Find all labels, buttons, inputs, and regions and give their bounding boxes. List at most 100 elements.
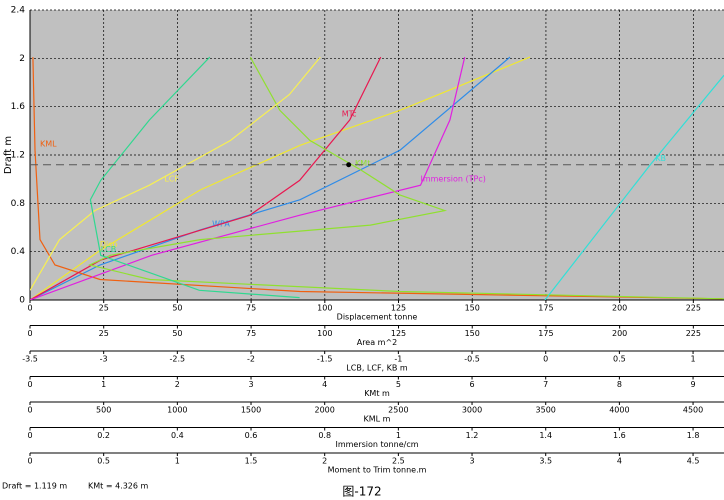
- x-axis-label: Moment to Trim tonne.m: [328, 466, 427, 475]
- x-tick-label: 0: [27, 431, 32, 440]
- x-tick-label: 0: [27, 457, 32, 466]
- x-tick-label: 1.5: [245, 457, 258, 466]
- x-tick-label: -1.5: [317, 355, 333, 364]
- x-tick-label: 0.5: [97, 457, 110, 466]
- footer-kmt: KMt = 4.326 m: [88, 482, 149, 491]
- series-line: [544, 74, 724, 300]
- x-tick-label: 175: [538, 304, 553, 313]
- x-tick-label: 0: [543, 355, 548, 364]
- x-axis-label: Immersion tonne/cm: [335, 440, 418, 449]
- x-tick-label: 1: [175, 457, 180, 466]
- x-tick-label: 3: [469, 457, 474, 466]
- footer-draft: Draft = 1.119 m: [2, 482, 67, 491]
- x-tick-label: -1: [394, 355, 402, 364]
- series-line: [30, 56, 321, 291]
- x-tick-label: 0.2: [97, 431, 110, 440]
- x-tick-label: 0.5: [613, 355, 626, 364]
- x-tick-label: 1.2: [466, 431, 479, 440]
- x-tick-label: 3.5: [539, 457, 552, 466]
- x-tick-label: 1.8: [687, 431, 700, 440]
- x-tick-label: -3.5: [22, 355, 38, 364]
- x-tick-label: 2: [322, 457, 327, 466]
- series-line: [30, 56, 531, 300]
- x-axis-label: LCB, LCF, KB m: [346, 364, 408, 373]
- x-tick-label: 100: [317, 304, 332, 313]
- x-tick-label: 4000: [609, 406, 629, 415]
- x-tick-label: 25: [99, 329, 109, 338]
- x-tick-label: 1: [101, 380, 106, 389]
- y-tick-label: 1.6: [11, 102, 26, 112]
- x-tick-label: 200: [612, 304, 627, 313]
- x-tick-label: 150: [465, 329, 480, 338]
- x-tick-label: 9: [691, 380, 696, 389]
- series-label: LCF: [164, 175, 179, 184]
- y-tick-label: 0.8: [11, 199, 26, 209]
- x-tick-label: 6: [469, 380, 474, 389]
- x-tick-label: 4500: [683, 406, 703, 415]
- x-tick-label: 4: [322, 380, 327, 389]
- x-tick-label: 3500: [536, 406, 556, 415]
- x-tick-label: 4: [617, 457, 622, 466]
- caption: 图-172: [342, 485, 381, 499]
- x-tick-label: 2000: [315, 406, 335, 415]
- x-tick-label: 3: [248, 380, 253, 389]
- x-tick-label: 1: [691, 355, 696, 364]
- x-axis-label: KML m: [364, 415, 391, 424]
- x-tick-label: 0.6: [245, 431, 258, 440]
- series-line: [89, 56, 300, 299]
- x-tick-label: 150: [465, 304, 480, 313]
- series-line: [30, 56, 466, 300]
- x-tick-label: 500: [96, 406, 111, 415]
- series-label: LCB: [101, 245, 117, 254]
- cursor-point: [346, 162, 352, 168]
- x-tick-label: 175: [538, 329, 553, 338]
- x-tick-label: 1500: [241, 406, 261, 415]
- series-line: [87, 56, 724, 300]
- x-tick-label: 0: [27, 406, 32, 415]
- x-tick-label: 0: [27, 329, 32, 338]
- y-axis-label: Draft m: [3, 136, 14, 174]
- x-tick-label: 1.6: [613, 431, 626, 440]
- x-tick-label: 3000: [462, 406, 482, 415]
- x-tick-label: -2: [247, 355, 255, 364]
- y-tick-label: 0: [19, 296, 25, 306]
- x-tick-label: 8: [617, 380, 622, 389]
- x-axis-label: Area m^2: [357, 338, 398, 347]
- x-tick-label: 1000: [167, 406, 187, 415]
- x-tick-label: 1: [396, 431, 401, 440]
- x-tick-label: 50: [172, 304, 182, 313]
- x-tick-label: 2: [175, 380, 180, 389]
- x-tick-label: 75: [246, 304, 256, 313]
- x-tick-label: 0.8: [318, 431, 331, 440]
- x-tick-label: 125: [391, 304, 406, 313]
- plot-area: [30, 10, 724, 300]
- x-tick-label: 0.4: [171, 431, 184, 440]
- x-tick-label: 0: [27, 380, 32, 389]
- x-tick-label: 5: [396, 380, 401, 389]
- series-label: KB: [655, 154, 666, 163]
- series-line: [32, 57, 723, 300]
- series-label: MTc: [342, 109, 357, 118]
- series-label: Disp: [100, 240, 118, 249]
- x-tick-label: 225: [686, 304, 701, 313]
- y-tick-label: 2: [19, 54, 25, 64]
- x-tick-label: 225: [686, 329, 701, 338]
- series-label: KMt: [355, 159, 370, 168]
- x-tick-label: 2.5: [392, 457, 405, 466]
- x-tick-label: -3: [100, 355, 108, 364]
- x-tick-label: 2500: [388, 406, 408, 415]
- x-tick-label: 1.4: [539, 431, 552, 440]
- series-label: KML: [40, 140, 57, 149]
- x-tick-label: 4.5: [687, 457, 700, 466]
- x-tick-label: 0: [27, 304, 32, 313]
- x-tick-label: -2.5: [170, 355, 186, 364]
- x-tick-label: 75: [246, 329, 256, 338]
- y-tick-label: 1.2: [11, 151, 25, 161]
- x-tick-label: -0.5: [464, 355, 480, 364]
- series-label: Immersion (TPc): [420, 175, 485, 184]
- x-tick-label: 25: [99, 304, 109, 313]
- x-tick-label: 7: [543, 380, 548, 389]
- x-axis-label: Displacement tonne: [337, 313, 418, 322]
